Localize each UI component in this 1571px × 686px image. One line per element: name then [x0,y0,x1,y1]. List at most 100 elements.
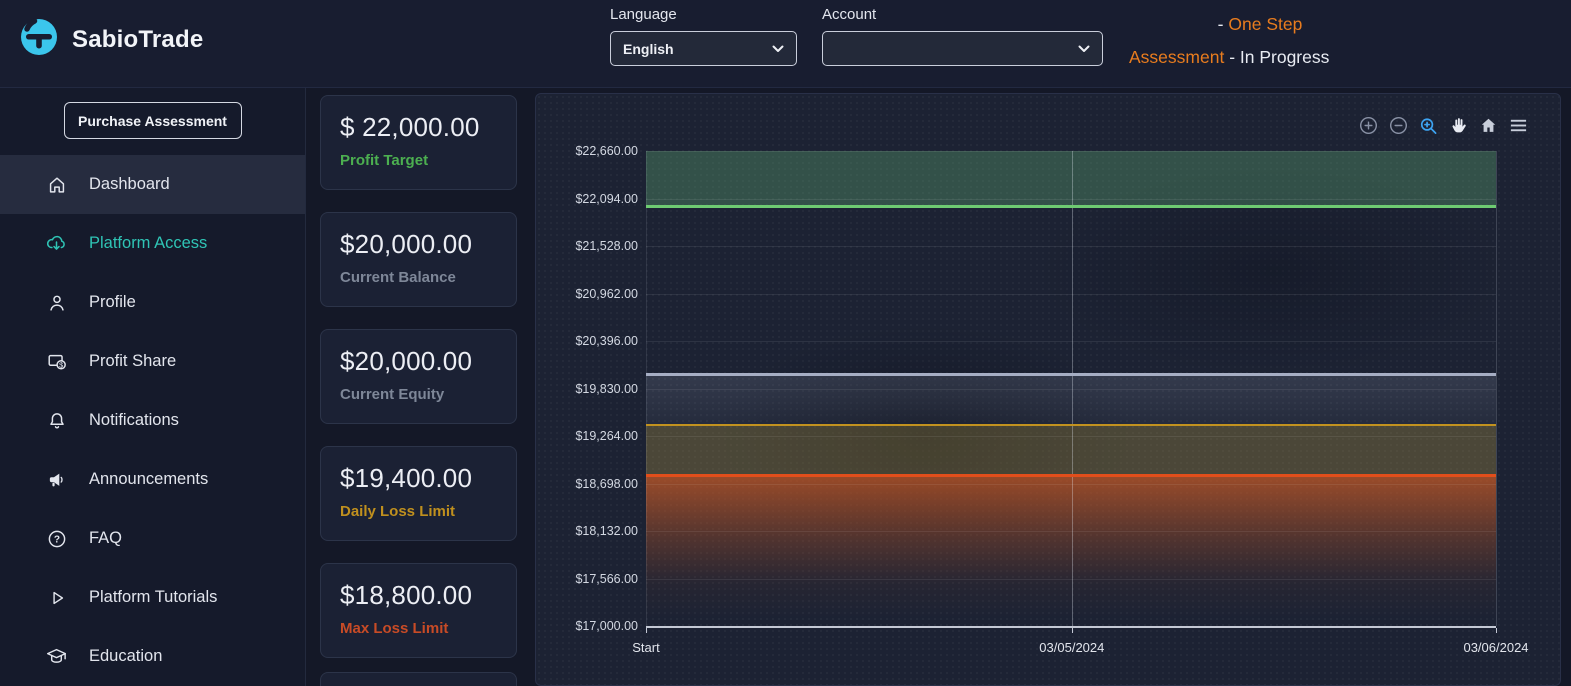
stat-value: $18,800.00 [340,580,473,610]
sidebar-item-label: Platform Tutorials [89,588,218,606]
chart-line-danger [646,473,1496,477]
sidebar-item-label: Notifications [89,411,179,429]
chart-band-warning [646,424,1496,475]
stat-label: Profit Target [340,152,429,169]
stat-label: Current Equity [340,386,445,403]
sidebar-item-announcements[interactable]: Announcements [0,450,305,509]
language-value: English [623,40,674,57]
bell-icon [45,409,68,432]
profit-share-icon: $ [45,350,68,373]
brand[interactable]: SabioTrade [18,16,203,63]
sidebar-item-notifications[interactable]: Notifications [0,391,305,450]
y-axis: $22,660.00 $22,094.00 $21,528.00 $20,962.00… [536,144,638,633]
y-tick-label: $17,000.00 [575,619,638,633]
stat-card-current-equity: $20,000.00 Current Equity [320,329,517,424]
y-tick-label: $18,698.00 [575,476,638,491]
x-tick-label: 03/05/2024 [1039,640,1105,655]
assessment-status: - One Step Assessment - In Progress [1125,8,1395,75]
chart-line-profit [646,205,1496,209]
stat-card-current-balance: $20,000.00 Current Balance [320,212,517,307]
plot-area[interactable] [646,151,1497,627]
sidebar-item-platform-tutorials[interactable]: Platform Tutorials [0,568,305,627]
y-tick-label: $19,830.00 [575,381,638,396]
account-group: Account [822,6,1103,66]
language-select[interactable]: English [610,31,797,66]
equity-chart-panel: $22,660.00 $22,094.00 $21,528.00 $20,962.00… [535,93,1561,686]
y-tick-label: $22,094.00 [575,191,638,206]
sidebar: Purchase Assessment Dashboard Platform A… [0,88,306,686]
y-tick-label: $21,528.00 [575,239,638,253]
y-tick-label: $22,660.00 [575,144,638,158]
h-gridline [646,531,1496,532]
svg-text:?: ? [53,534,59,545]
h-gridline [646,246,1496,247]
y-tick-label: $18,132.00 [575,524,638,538]
x-axis: Start 03/05/2024 03/06/2024 [632,626,1529,664]
sidebar-item-dashboard[interactable]: Dashboard [0,155,305,214]
language-label: Language [610,6,677,23]
chart-line-warning [646,423,1496,426]
sidebar-item-faq[interactable]: ? FAQ [0,509,305,568]
brand-name: SabioTrade [72,25,204,53]
sidebar-item-profile[interactable]: Profile [0,273,305,332]
sabiotrade-logo-icon [18,16,60,63]
sidebar-item-label: FAQ [89,529,123,547]
play-icon [45,586,68,609]
chart-band-neutral [646,374,1496,425]
v-gridline [646,151,647,626]
account-label: Account [822,6,877,23]
stat-card-profit-target: $ 22,000.00 Profit Target [320,95,517,190]
sidebar-item-label: Announcements [89,470,209,488]
graduation-cap-icon [45,645,68,668]
svg-text:$: $ [59,360,63,369]
menu-icon[interactable] [1509,116,1528,135]
stat-card-daily-loss-limit: $19,400.00 Daily Loss Limit [320,446,517,541]
language-group: Language English [610,6,797,66]
v-gridline [1071,151,1073,626]
y-tick-label: $17,566.00 [575,571,638,586]
y-tick-label: $19,264.00 [575,429,638,443]
x-tick [1071,628,1073,633]
h-gridline [646,483,1496,485]
h-gridline [646,151,1496,152]
h-gridline [646,578,1496,580]
h-gridline [646,198,1496,200]
stat-label: Current Balance [340,269,456,286]
sidebar-item-label: Dashboard [89,175,170,193]
status-dash: - [1217,14,1224,34]
purchase-assessment-button[interactable]: Purchase Assessment [63,102,242,139]
stat-card-max-loss-limit: $18,800.00 Max Loss Limit [320,563,517,658]
stat-value: $ 22,000.00 [340,112,480,142]
sidebar-item-label: Platform Access [89,234,208,252]
selection-zoom-icon[interactable] [1419,116,1438,135]
stat-label: Max Loss Limit [340,620,449,637]
h-gridline [646,341,1496,342]
v-gridline [1496,151,1497,626]
zoom-out-icon[interactable] [1389,116,1408,135]
sidebar-item-platform-access[interactable]: Platform Access [0,214,305,273]
home-reset-icon[interactable] [1479,116,1498,135]
sidebar-item-profit-share[interactable]: $ Profit Share [0,332,305,391]
h-gridline [646,293,1496,295]
h-gridline [646,388,1496,390]
y-tick-label: $20,962.00 [575,286,638,301]
megaphone-icon [45,468,68,491]
person-icon [45,291,68,314]
y-tick-label: $20,396.00 [575,334,638,348]
status-state: - In Progress [1229,47,1330,68]
h-gridline [646,436,1496,437]
x-tick [646,628,647,633]
x-tick-label: 03/06/2024 [1463,640,1529,655]
question-icon: ? [45,527,68,550]
stat-card-partial [320,672,517,686]
stat-value: $19,400.00 [340,463,473,493]
sidebar-item-education[interactable]: Education [0,627,305,686]
status-program-part2: Assessment [1129,47,1225,68]
pan-hand-icon[interactable] [1449,116,1468,135]
cloud-download-icon [45,232,68,255]
zoom-in-icon[interactable] [1359,116,1378,135]
x-tick [1496,628,1497,633]
account-select[interactable] [822,31,1103,66]
chevron-down-icon [772,40,784,58]
